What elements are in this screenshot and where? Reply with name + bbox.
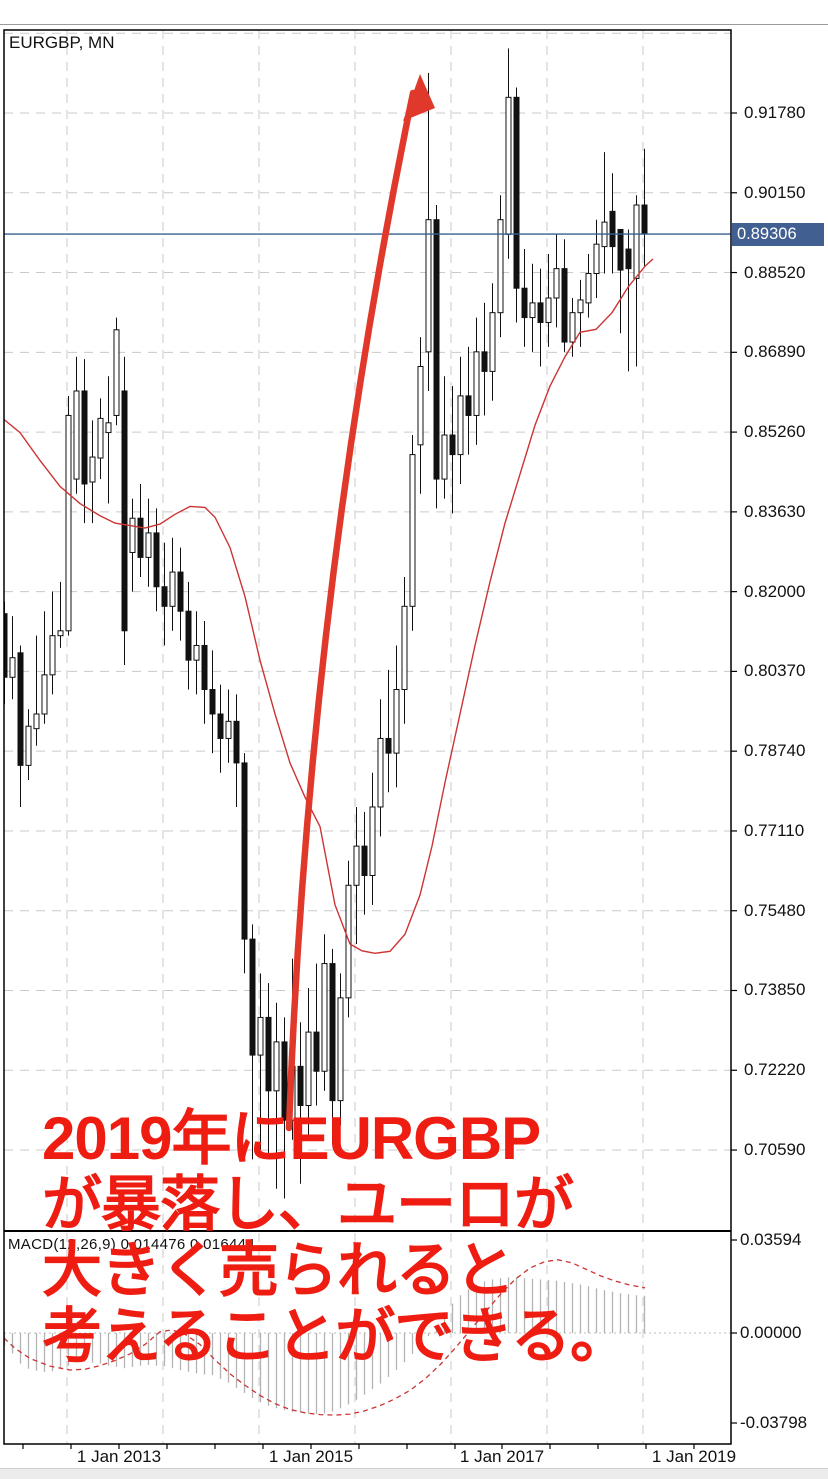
price-axis-label: 0.85260 (744, 422, 806, 442)
candlesticks (4, 48, 648, 1199)
price-axis-label: 0.77110 (744, 820, 805, 840)
price-axis-label: 0.80370 (744, 661, 806, 681)
price-axis-label: 0.72220 (744, 1060, 806, 1080)
window-bottom-edge (0, 1468, 828, 1479)
date-axis-label: 1 Jan 2019 (651, 1447, 737, 1466)
price-axis-label: 0.70590 (744, 1140, 806, 1160)
chart-borders (3, 29, 732, 1445)
macd-axis-label: -0.03798 (740, 1413, 808, 1432)
date-axis-label: 1 Jan 2013 (76, 1447, 162, 1466)
macd-axis-label: 0.03594 (740, 1230, 802, 1249)
annotation-line-1: 2019年にEURGBP (42, 1105, 541, 1172)
macd-indicator (4, 1259, 731, 1416)
price-axis-label: 0.75480 (744, 900, 806, 920)
annotation-line-3: 大きく売られると (42, 1237, 515, 1304)
macd-indicator-label: MACD(12,26,9) 0.014476 0.016444 (8, 1236, 255, 1253)
price-axis-label: 0.73850 (744, 980, 806, 1000)
macd-axis-label: 0.00000 (740, 1323, 802, 1342)
symbol-timeframe-label: EURGBP, MN (9, 33, 115, 52)
annotation-line-4: 考えることができる。 (42, 1303, 630, 1370)
price-axis-label: 0.83630 (744, 501, 806, 521)
annotation-text-overlay[interactable]: 2019年にEURGBP が暴落し、ユーロが 大きく売られると 考えることができ… (42, 1105, 630, 1370)
current-price-badge: 0.89306 (732, 223, 824, 246)
price-axis-label: 0.88520 (744, 262, 806, 282)
annotation-line-2: が暴落し、ユーロが (42, 1171, 574, 1238)
annotation-arrow[interactable] (285, 74, 435, 1132)
window-top-divider (0, 24, 828, 25)
date-axis-label: 1 Jan 2015 (268, 1447, 354, 1466)
price-axis-label: 0.78740 (744, 741, 806, 761)
price-axis-label: 0.91780 (744, 103, 806, 122)
price-axis-label: 0.90150 (744, 182, 806, 202)
date-axis-label: 1 Jan 2017 (459, 1447, 545, 1466)
axis-tick-marks (22, 112, 737, 1449)
price-axis-label: 0.86890 (744, 342, 806, 362)
moving-average-line (4, 258, 654, 955)
price-axis-label: 0.82000 (744, 581, 806, 601)
